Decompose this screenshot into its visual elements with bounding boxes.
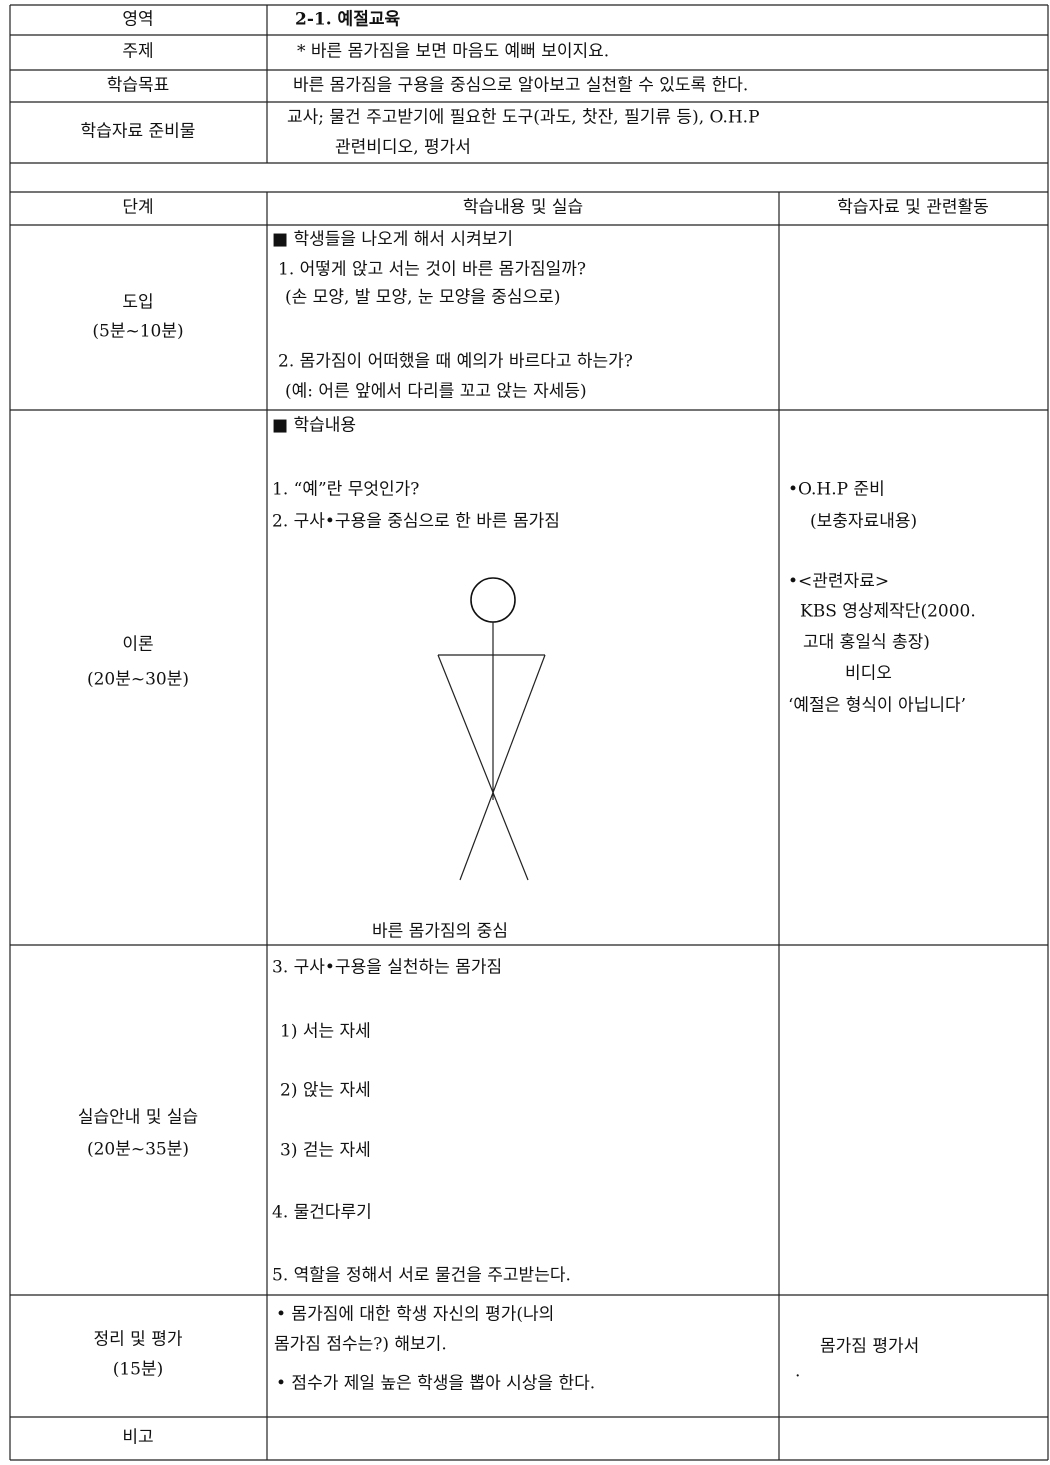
label: 학습자료 준비물	[80, 121, 196, 142]
content: 1. 어떻게 앉고 서는 것이 바른 몸가짐일까?	[278, 259, 586, 280]
header: 단계	[122, 197, 154, 218]
header: 학습자료 및 관련활동	[837, 197, 989, 218]
material: (보충자료내용)	[810, 511, 918, 532]
stick-figure	[437, 577, 546, 881]
material: •<관련자료>	[788, 571, 890, 592]
stage: 비고	[122, 1427, 154, 1448]
label: 학습목표	[106, 75, 170, 96]
label: 주제	[122, 41, 154, 62]
value: * 바른 몸가짐을 보면 마음도 예뻐 보이지요.	[297, 41, 610, 62]
content: 3. 구사•구용을 실천하는 몸가짐	[272, 957, 503, 978]
content: 1. “예”란 무엇인가?	[272, 479, 420, 500]
content: 몸가짐 점수는?) 해보기.	[274, 1334, 447, 1355]
stage: 정리 및 평가	[93, 1329, 183, 1350]
content: 4. 물건다루기	[272, 1202, 372, 1223]
stage: 도입	[122, 292, 154, 313]
value: 2-1. 예절교육	[295, 9, 401, 30]
material: ‘예절은 형식이 아닙니다’	[788, 695, 967, 716]
material: 고대 홍일식 총장)	[803, 632, 930, 653]
content: 2. 구사•구용을 중심으로 한 바른 몸가짐	[272, 511, 560, 532]
material: 몸가짐 평가서	[820, 1336, 920, 1357]
content: • 몸가짐에 대한 학생 자신의 평가(나의	[276, 1304, 555, 1325]
content: ■ 학생들을 나오게 해서 시켜보기	[272, 229, 513, 250]
stage-time: (20분~30분)	[86, 669, 190, 690]
content: 2) 앉는 자세	[280, 1080, 371, 1101]
content: (예: 어른 앞에서 다리를 꼬고 앉는 자세등)	[285, 381, 587, 402]
stage-time: (20분~35분)	[86, 1139, 190, 1160]
stage-time: (15분)	[112, 1359, 164, 1380]
value: 관련비디오, 평가서	[335, 137, 471, 158]
stage: 이론	[122, 634, 154, 655]
value: 교사; 물건 주고받기에 필요한 도구(과도, 찻잔, 필기류 등), O.H.…	[287, 107, 760, 128]
content: ■ 학습내용	[272, 415, 357, 436]
value: 바른 몸가짐을 구용을 중심으로 알아보고 실천할 수 있도록 한다.	[293, 75, 749, 96]
content: 1) 서는 자세	[280, 1021, 371, 1042]
content: 3) 걷는 자세	[280, 1140, 371, 1161]
material: KBS 영상제작단(2000.	[800, 601, 976, 622]
figure-caption: 바른 몸가짐의 중심	[372, 921, 508, 942]
content: • 점수가 제일 높은 학생을 뽑아 시상을 한다.	[276, 1373, 596, 1394]
material: .	[795, 1361, 801, 1382]
content: 2. 몸가짐이 어떠했을 때 예의가 바르다고 하는가?	[278, 351, 633, 372]
content: 5. 역할을 정해서 서로 물건을 주고받는다.	[272, 1265, 571, 1286]
stage-time: (5분~10분)	[92, 321, 184, 342]
stage: 실습안내 및 실습	[77, 1107, 199, 1128]
label: 영역	[122, 9, 154, 30]
header: 학습내용 및 실습	[462, 197, 584, 218]
material: 비디오	[845, 663, 892, 684]
content: (손 모양, 발 모양, 눈 모양을 중심으로)	[285, 287, 561, 308]
material: •O.H.P 준비	[788, 479, 885, 500]
